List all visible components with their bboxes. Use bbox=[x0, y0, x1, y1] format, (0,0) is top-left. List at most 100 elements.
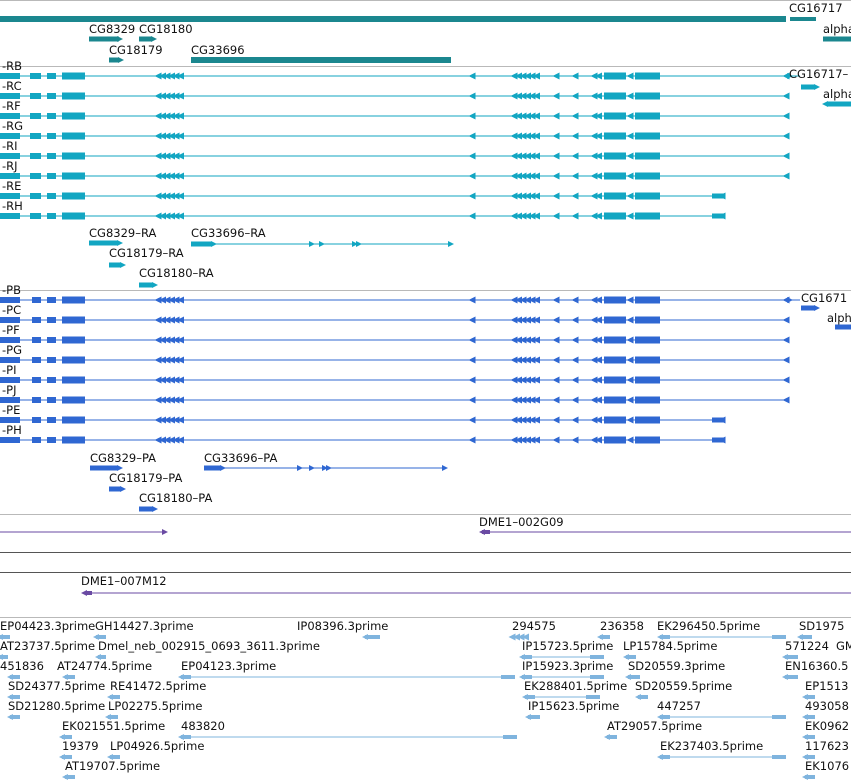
est-sd20559-3[interactable]: SD20559.3prime bbox=[625, 659, 725, 680]
est-ip15923[interactable]: IP15923.3prime bbox=[519, 659, 613, 680]
tr-ri[interactable]: -RI bbox=[0, 139, 790, 160]
pr-pf[interactable]: -PF bbox=[0, 323, 790, 344]
est-label: IP15723.5prime bbox=[522, 639, 613, 653]
tr-rj[interactable]: -RJ bbox=[0, 159, 790, 180]
est-gm[interactable]: GM bbox=[836, 639, 851, 653]
clone-label: DME1–007M12 bbox=[81, 574, 167, 588]
est-ek237403[interactable]: EK237403.5prime bbox=[657, 739, 786, 760]
est-ep04123[interactable]: EP04123.3prime bbox=[178, 659, 515, 680]
est-label: 236358 bbox=[600, 619, 644, 633]
est-sd21280[interactable]: SD21280.5prime bbox=[7, 699, 105, 720]
tr-rg[interactable]: -RG bbox=[0, 119, 790, 140]
tr-cg16717[interactable]: CG16717– bbox=[789, 67, 849, 90]
pr-cg8329-pa[interactable]: CG8329–PA bbox=[90, 451, 156, 471]
est-gh14427[interactable]: GH14427.3prime bbox=[93, 619, 194, 640]
pr-pe[interactable]: -PE bbox=[0, 403, 726, 424]
pr-ph[interactable]: -PH bbox=[0, 423, 726, 444]
est-447257[interactable]: 447257 bbox=[657, 699, 786, 720]
est-ek288401[interactable]: EK288401.5prime bbox=[522, 679, 627, 700]
est-ep1513[interactable]: EP1513 bbox=[802, 679, 848, 700]
est-sd24377[interactable]: SD24377.5prime bbox=[7, 679, 105, 700]
est-en16360[interactable]: EN16360.5 bbox=[782, 659, 848, 680]
tr-re[interactable]: -RE bbox=[0, 179, 726, 200]
row-label: -PB bbox=[2, 283, 21, 297]
row-label: -PC bbox=[2, 303, 21, 317]
est-ip15623[interactable]: IP15623.5prime bbox=[525, 699, 619, 720]
tr-alpha[interactable]: alpha bbox=[822, 87, 851, 107]
feature-label: CG18180–PA bbox=[139, 491, 212, 505]
est-label: SD20559.3prime bbox=[628, 659, 725, 673]
g-cg16717[interactable]: CG16717 bbox=[0, 1, 843, 22]
est-label: EK237403.5prime bbox=[660, 739, 763, 753]
est-dmel-neb[interactable]: Dmel_neb_002915_0693_3611.3prime bbox=[95, 639, 320, 660]
tr-rb[interactable]: -RB bbox=[0, 59, 800, 80]
est-at29057[interactable]: AT29057.5prime bbox=[604, 719, 702, 740]
pr-pc[interactable]: -PC bbox=[0, 303, 790, 324]
tr-cg18179-ra[interactable]: CG18179–RA bbox=[109, 246, 184, 268]
tr-cg33696-ra[interactable]: CG33696–RA bbox=[191, 226, 454, 247]
feature-label: alpha bbox=[823, 87, 851, 101]
pr-cg33696-pa[interactable]: CG33696–PA bbox=[204, 451, 448, 471]
est-483820[interactable]: 483820 bbox=[178, 719, 517, 740]
pr-cg18179-pa[interactable]: CG18179–PA bbox=[109, 471, 182, 492]
est-ip15723[interactable]: IP15723.5prime bbox=[519, 639, 613, 660]
est-ip08396[interactable]: IP08396.3prime bbox=[297, 619, 388, 640]
pr-alph[interactable]: alph bbox=[827, 311, 851, 330]
est-sd20559-5[interactable]: SD20559.5prime bbox=[635, 679, 732, 700]
est-ek296450[interactable]: EK296450.5prime bbox=[657, 619, 786, 640]
est-label: RE41472.5prime bbox=[110, 679, 206, 693]
pr-pi[interactable]: -PI bbox=[0, 363, 790, 384]
est-sd1975[interactable]: SD1975 bbox=[797, 619, 844, 640]
est-ek1076[interactable]: EK1076 bbox=[802, 759, 849, 780]
est-label: EK0962 bbox=[805, 719, 849, 733]
est-lp04926[interactable]: LP04926.5prime bbox=[107, 739, 204, 760]
tr-rc[interactable]: -RC bbox=[0, 79, 790, 100]
clone-dme1-002g09[interactable]: DME1–002G09 bbox=[0, 515, 851, 535]
est-label: AT19707.5prime bbox=[65, 759, 160, 773]
pr-pj[interactable]: -PJ bbox=[0, 383, 790, 404]
est-at24774[interactable]: AT24774.5prime bbox=[57, 659, 152, 680]
est-label: AT29057.5prime bbox=[607, 719, 702, 733]
est-ek021551[interactable]: EK021551.5prime bbox=[59, 719, 165, 740]
est-label: GM bbox=[836, 639, 851, 653]
est-label: EK1076 bbox=[805, 759, 849, 773]
tr-cg8329-ra[interactable]: CG8329–RA bbox=[89, 226, 156, 246]
gene-label: CG8329 bbox=[89, 22, 135, 36]
clone-dme1-007m12[interactable]: DME1–007M12 bbox=[81, 574, 851, 596]
gene-label: CG16717 bbox=[789, 1, 843, 15]
est-lp02275[interactable]: LP02275.5prime bbox=[105, 699, 202, 720]
est-ep04423[interactable]: EP04423.3prime bbox=[0, 619, 95, 640]
g-cg33696[interactable]: CG33696 bbox=[191, 43, 451, 63]
feature-label: alph bbox=[827, 311, 851, 325]
pr-cg18180-pa[interactable]: CG18180–PA bbox=[139, 491, 212, 512]
g-cg18179[interactable]: CG18179 bbox=[109, 43, 163, 63]
est-at19707[interactable]: AT19707.5prime bbox=[62, 759, 160, 780]
row-label: -RE bbox=[2, 179, 21, 193]
tr-rh[interactable]: -RH bbox=[0, 199, 726, 220]
pr-pb[interactable]: -PB bbox=[0, 283, 800, 304]
est-236358[interactable]: 236358 bbox=[597, 619, 644, 640]
est-493058[interactable]: 493058 bbox=[802, 699, 849, 720]
tr-cg18180-ra[interactable]: CG18180–RA bbox=[139, 266, 214, 288]
est-19379[interactable]: 19379 bbox=[59, 739, 99, 760]
est-at23737[interactable]: AT23737.5prime bbox=[0, 639, 95, 660]
row-label: -RJ bbox=[2, 159, 18, 173]
est-451836[interactable]: 451836 bbox=[0, 659, 44, 680]
pr-cg1671[interactable]: CG1671 bbox=[801, 291, 847, 311]
est-label: AT24774.5prime bbox=[57, 659, 152, 673]
pr-pg[interactable]: -PG bbox=[0, 343, 790, 364]
est-ek0962[interactable]: EK0962 bbox=[802, 719, 849, 740]
est-label: 571224 bbox=[785, 639, 829, 653]
est-label: 117623 bbox=[805, 739, 849, 753]
est-117623[interactable]: 117623 bbox=[802, 739, 849, 760]
est-571224[interactable]: 571224 bbox=[782, 639, 829, 660]
g-alpha[interactable]: alpha bbox=[823, 22, 851, 42]
g-cg8329[interactable]: CG8329 bbox=[89, 22, 135, 42]
g-cg18180[interactable]: CG18180 bbox=[139, 22, 193, 42]
est-re41472[interactable]: RE41472.5prime bbox=[107, 679, 206, 700]
tr-rf[interactable]: -RF bbox=[0, 99, 790, 120]
est-label: SD21280.5prime bbox=[8, 699, 105, 713]
est-lp15784[interactable]: LP15784.5prime bbox=[623, 639, 717, 660]
est-294575[interactable]: 294575 bbox=[508, 619, 556, 641]
